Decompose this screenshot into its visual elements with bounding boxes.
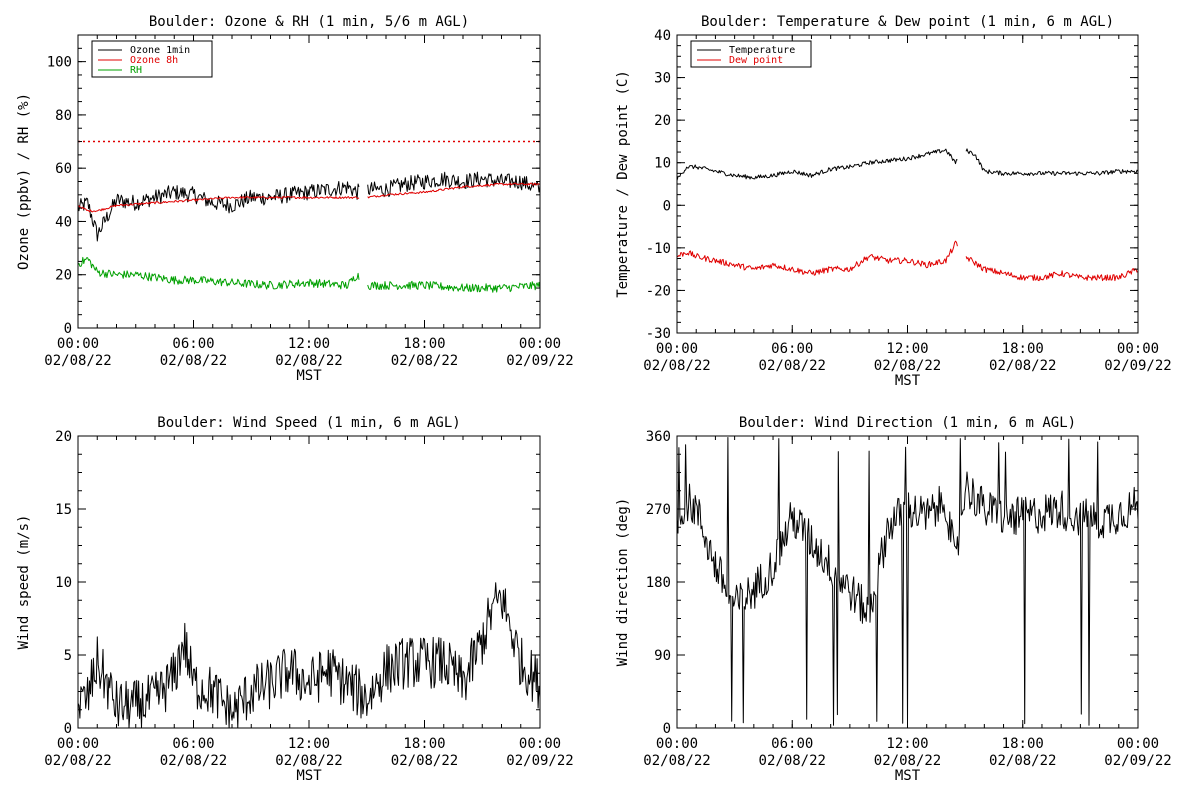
y-tick-label: 10 bbox=[654, 156, 671, 172]
series-line-rh bbox=[77, 256, 541, 293]
y-tick-label: 90 bbox=[654, 648, 671, 664]
y-tick-label: 60 bbox=[55, 161, 72, 177]
x-tick-date-label: 02/08/22 bbox=[44, 353, 111, 369]
x-tick-label: 06:00 bbox=[771, 341, 813, 357]
y-tick-label: 180 bbox=[646, 575, 671, 591]
chart-title: Boulder: Wind Direction (1 min, 6 m AGL) bbox=[739, 415, 1076, 431]
y-axis-label: Temperature / Dew point (C) bbox=[615, 70, 631, 298]
y-axis-label: Wind speed (m/s) bbox=[16, 515, 32, 650]
x-tick-label: 00:00 bbox=[57, 736, 99, 752]
y-tick-label: 15 bbox=[55, 502, 72, 518]
x-tick-date-label: 02/08/22 bbox=[391, 353, 458, 369]
y-tick-label: 0 bbox=[663, 721, 671, 737]
chart-title: Boulder: Temperature & Dew point (1 min,… bbox=[701, 14, 1114, 30]
legend-label: Temperature bbox=[729, 45, 795, 56]
y-tick-label: 0 bbox=[663, 198, 671, 214]
x-tick-label: 06:00 bbox=[172, 336, 214, 352]
y-tick-label: -30 bbox=[646, 326, 671, 342]
y-tick-label: 100 bbox=[47, 55, 72, 71]
x-tick-date-label: 02/09/22 bbox=[506, 353, 573, 369]
y-axis-label: Ozone (ppbv) / RH (%) bbox=[16, 93, 32, 270]
x-tick-date-label: 02/08/22 bbox=[643, 358, 710, 374]
series-line-temperature bbox=[676, 148, 1139, 181]
x-tick-label: 00:00 bbox=[519, 336, 561, 352]
y-tick-label: 360 bbox=[646, 429, 671, 445]
legend-label: Ozone 8h bbox=[130, 55, 178, 66]
x-axis-label: MST bbox=[895, 373, 921, 389]
x-tick-label: 00:00 bbox=[656, 736, 698, 752]
x-tick-date-label: 02/08/22 bbox=[643, 753, 710, 769]
x-tick-date-label: 02/08/22 bbox=[160, 353, 227, 369]
x-axis-label: MST bbox=[296, 768, 322, 784]
legend-label: Dew point bbox=[729, 55, 783, 66]
y-tick-label: 20 bbox=[654, 113, 671, 129]
chart-title: Boulder: Ozone & RH (1 min, 5/6 m AGL) bbox=[149, 14, 469, 30]
y-tick-label: 40 bbox=[55, 214, 72, 230]
y-tick-label: 0 bbox=[64, 721, 72, 737]
x-tick-date-label: 02/09/22 bbox=[1104, 358, 1171, 374]
y-tick-label: 5 bbox=[64, 648, 72, 664]
x-tick-label: 00:00 bbox=[1117, 341, 1159, 357]
x-tick-date-label: 02/08/22 bbox=[759, 358, 826, 374]
x-tick-date-label: 02/08/22 bbox=[989, 753, 1056, 769]
y-tick-label: 0 bbox=[64, 321, 72, 337]
series-line-dew-point bbox=[676, 240, 1139, 282]
x-tick-date-label: 02/08/22 bbox=[874, 753, 941, 769]
y-tick-label: 20 bbox=[55, 268, 72, 284]
x-tick-date-label: 02/09/22 bbox=[506, 753, 573, 769]
y-tick-label: -20 bbox=[646, 283, 671, 299]
x-tick-date-label: 02/08/22 bbox=[160, 753, 227, 769]
legend-box bbox=[91, 40, 213, 78]
chart-panel-2: Boulder: Temperature & Dew point (1 min,… bbox=[615, 14, 1172, 389]
legend-label: Ozone 1min bbox=[130, 45, 190, 56]
x-tick-date-label: 02/08/22 bbox=[989, 358, 1056, 374]
x-tick-label: 06:00 bbox=[172, 736, 214, 752]
x-tick-label: 00:00 bbox=[1117, 736, 1159, 752]
x-tick-label: 00:00 bbox=[57, 336, 99, 352]
x-tick-date-label: 02/09/22 bbox=[1104, 753, 1171, 769]
x-tick-date-label: 02/08/22 bbox=[275, 753, 342, 769]
x-tick-date-label: 02/08/22 bbox=[44, 753, 111, 769]
chart-panel-4: Boulder: Wind Direction (1 min, 6 m AGL)… bbox=[615, 415, 1172, 784]
x-tick-label: 00:00 bbox=[656, 341, 698, 357]
y-tick-label: 20 bbox=[55, 429, 72, 445]
x-tick-label: 12:00 bbox=[288, 336, 330, 352]
y-tick-label: 80 bbox=[55, 108, 72, 124]
x-tick-date-label: 02/08/22 bbox=[874, 358, 941, 374]
x-tick-label: 12:00 bbox=[288, 736, 330, 752]
x-axis-label: MST bbox=[296, 368, 322, 384]
y-tick-label: -10 bbox=[646, 241, 671, 257]
chart-panel-3: Boulder: Wind Speed (1 min, 6 m AGL) 0 5 10… bbox=[16, 415, 574, 784]
legend-label: RH bbox=[130, 65, 142, 76]
x-tick-label: 18:00 bbox=[1002, 341, 1044, 357]
series-line-ozone-1min bbox=[77, 171, 541, 242]
chart-panel-1: Boulder: Ozone & RH (1 min, 5/6 m AGL)02… bbox=[16, 14, 574, 384]
plot-frame bbox=[676, 34, 1139, 334]
x-tick-date-label: 02/08/22 bbox=[275, 353, 342, 369]
x-tick-label: 18:00 bbox=[1002, 736, 1044, 752]
chart-title: Boulder: Wind Speed (1 min, 6 m AGL) bbox=[157, 415, 460, 431]
x-tick-label: 06:00 bbox=[771, 736, 813, 752]
x-tick-label: 00:00 bbox=[519, 736, 561, 752]
series-line-1 bbox=[77, 582, 541, 729]
x-tick-label: 12:00 bbox=[886, 736, 928, 752]
y-axis-label: Wind direction (deg) bbox=[615, 498, 631, 667]
x-tick-label: 12:00 bbox=[886, 341, 928, 357]
x-axis-label: MST bbox=[895, 768, 921, 784]
y-tick-label: 40 bbox=[654, 28, 671, 44]
x-tick-date-label: 02/08/22 bbox=[759, 753, 826, 769]
y-tick-label: 30 bbox=[654, 71, 671, 87]
x-tick-label: 18:00 bbox=[403, 736, 445, 752]
series-line-ozone-8h bbox=[77, 182, 541, 213]
y-tick-label: 10 bbox=[55, 575, 72, 591]
legend-box bbox=[690, 40, 812, 68]
x-tick-label: 18:00 bbox=[403, 336, 445, 352]
series-line-1 bbox=[676, 437, 1139, 726]
y-tick-label: 270 bbox=[646, 502, 671, 518]
x-tick-date-label: 02/08/22 bbox=[391, 753, 458, 769]
